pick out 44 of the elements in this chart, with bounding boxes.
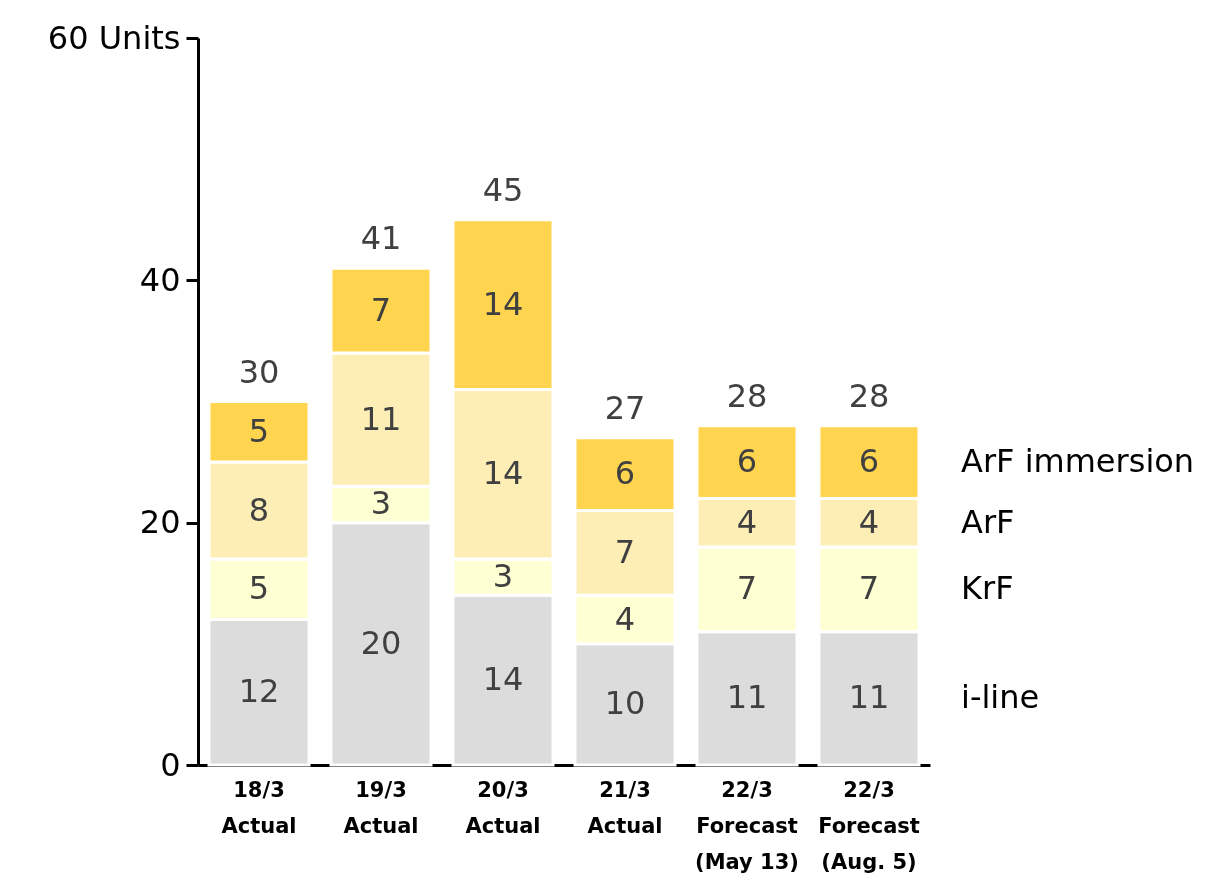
data-label: 11 (726, 678, 768, 717)
data-label: 14 (482, 660, 524, 699)
data-label: 12 (238, 672, 280, 711)
data-label: 20 (360, 623, 402, 662)
data-label: 4 (736, 502, 758, 541)
x-tick-label: 20/3 Actual (465, 777, 541, 838)
data-label: 7 (370, 290, 392, 329)
data-label: 11 (848, 678, 890, 717)
series-label: KrF (961, 569, 1014, 608)
data-label: 6 (858, 442, 880, 481)
y-tick-label: 60 Units (47, 18, 181, 57)
data-label: 7 (736, 569, 758, 608)
data-label: 4 (858, 502, 880, 541)
data-label: 6 (736, 442, 758, 481)
data-label: 7 (858, 569, 880, 608)
series-label: ArF immersion (961, 442, 1195, 481)
y-tick-label: 0 (160, 745, 181, 784)
data-label: 4 (614, 599, 636, 638)
total-label: 28 (726, 376, 768, 415)
total-label: 30 (238, 352, 280, 391)
x-tick-label: 19/3 Actual (343, 777, 419, 838)
data-label: 5 (248, 569, 270, 608)
data-label: 10 (604, 684, 646, 723)
data-label: 3 (370, 484, 392, 523)
y-tick-label: 40 (139, 260, 181, 299)
data-label: 11 (360, 399, 402, 438)
x-tick-label: 22/3 Forecast (Aug. 5) (818, 777, 920, 874)
total-label: 41 (360, 219, 402, 258)
x-tick-label: 22/3 Forecast (May 13) (695, 777, 799, 874)
data-label: 14 (482, 454, 524, 493)
data-label: 7 (614, 532, 636, 571)
y-tick-label: 20 (139, 503, 181, 542)
total-label: 45 (482, 170, 524, 209)
total-label: 27 (604, 388, 646, 427)
data-label: 5 (248, 411, 270, 450)
data-label: 14 (482, 284, 524, 323)
total-label: 28 (848, 376, 890, 415)
series-label: ArF (961, 502, 1015, 541)
series-label: i-line (961, 678, 1040, 717)
x-tick-label: 21/3 Actual (587, 777, 663, 838)
data-label: 3 (492, 557, 514, 596)
data-label: 6 (614, 454, 636, 493)
x-tick-label: 18/3 Actual (221, 777, 297, 838)
data-label: 8 (248, 490, 270, 529)
